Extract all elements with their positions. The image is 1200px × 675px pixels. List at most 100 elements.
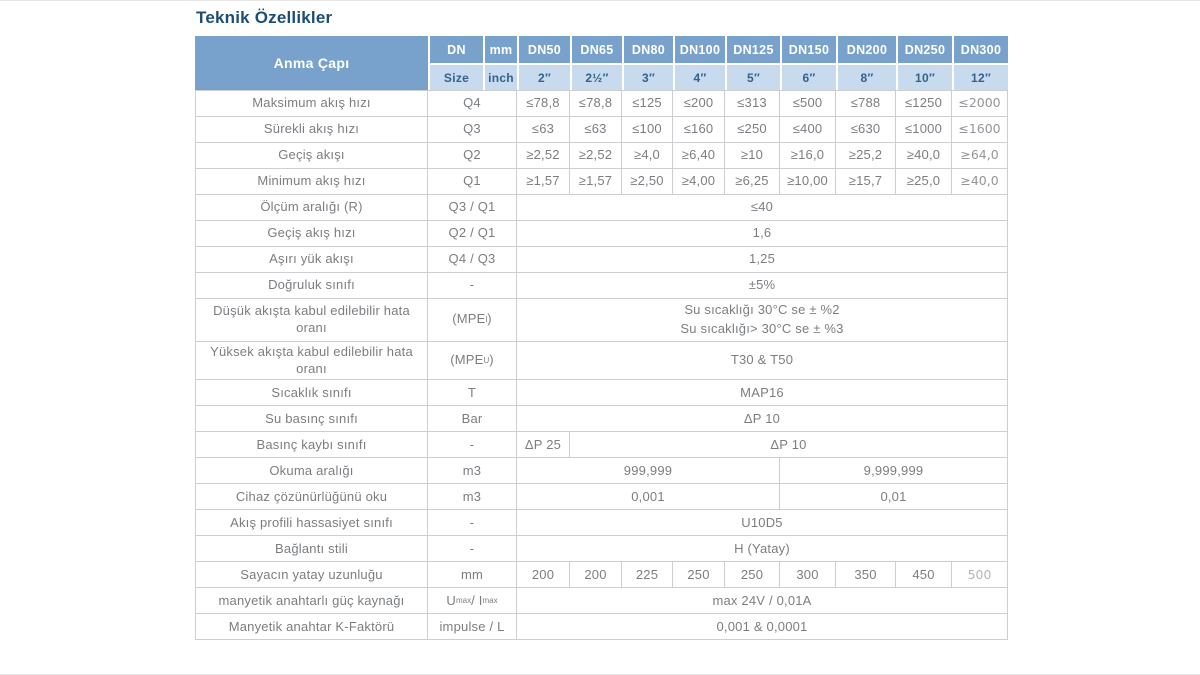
value-cell: ≥16,0 (780, 142, 836, 168)
value-cell: ±5% (517, 272, 1008, 298)
value-cell: ≤1000 (896, 116, 952, 142)
row-label: Su basınç sınıfı (195, 405, 428, 432)
page-content: Teknik Özellikler Anma Çapı DN mm DN50 DN65 D… (195, 8, 1010, 641)
row-symbol: mm (428, 561, 517, 588)
inch-header-2: 2½″ (570, 63, 622, 90)
row-label: Sürekli akış hızı (195, 116, 428, 142)
value-cell: ≥6,40 (673, 142, 725, 168)
value-cell: ≤1250 (896, 90, 952, 116)
row-symbol: Bar (428, 405, 517, 432)
row-label: Akış profili hassasiyet sınıfı (195, 509, 428, 536)
row-label: Geçiş akış hızı (195, 220, 428, 246)
inch-header-1: 2″ (517, 63, 570, 90)
value-cell: ≤788 (836, 90, 896, 116)
value-cell: ≥15,7 (836, 168, 896, 194)
spec-table: Anma Çapı DN mm DN50 DN65 DN80 DN100 DN125 DN150… (195, 36, 1008, 641)
value-cell: ≥4,00 (673, 168, 725, 194)
row-symbol: impulse / L (428, 613, 517, 640)
row-label: Aşırı yük akışı (195, 246, 428, 272)
row-label: Yüksek akışta kabul edilebilir hata oran… (195, 340, 428, 380)
value-cell: 999,999 (517, 457, 780, 484)
value-cell: ≤78,8 (517, 90, 570, 116)
value-cell: ΔP 10 (517, 405, 1008, 432)
value-cell: 1,6 (517, 220, 1008, 246)
value-cell: ≥1,57 (570, 168, 622, 194)
value-cell: ≤1600 (952, 116, 1008, 142)
unit-header-size: Size (428, 63, 483, 90)
value-cell: 225 (622, 561, 673, 588)
anma-capi-header: Anma Çapı (195, 36, 428, 90)
row-symbol: - (428, 509, 517, 536)
row-symbol: Q1 (428, 168, 517, 194)
row-symbol: Q3 (428, 116, 517, 142)
value-cell: 500 (952, 561, 1008, 588)
row-label: Okuma aralığı (195, 457, 428, 484)
value-cell: ≥2,52 (570, 142, 622, 168)
unit-header-inch: inch (483, 63, 517, 90)
table-bottom-border (195, 639, 1008, 641)
value-cell: ≥10 (725, 142, 780, 168)
value-cell: ≤250 (725, 116, 780, 142)
value-cell: ≥10,00 (780, 168, 836, 194)
value-cell: 250 (673, 561, 725, 588)
column-header-dn300: DN300 (952, 36, 1008, 63)
row-symbol: (MPE U) (428, 340, 517, 380)
row-label: Bağlantı stili (195, 535, 428, 562)
value-cell: ΔP 10 (570, 431, 1008, 458)
row-symbol: m3 (428, 457, 517, 484)
inch-header-7: 8″ (836, 63, 896, 90)
value-cell: 0,001 & 0,0001 (517, 613, 1008, 640)
row-label: Manyetik anahtar K-Faktörü (195, 613, 428, 640)
row-label: manyetik anahtarlı güç kaynağı (195, 587, 428, 614)
column-header-dn125: DN125 (725, 36, 780, 63)
column-header-dn100: DN100 (673, 36, 725, 63)
row-label: Geçiş akışı (195, 142, 428, 168)
inch-header-4: 4″ (673, 63, 725, 90)
value-cell: 200 (570, 561, 622, 588)
value-cell: 350 (836, 561, 896, 588)
row-symbol: Q3 / Q1 (428, 194, 517, 220)
value-cell: ≥4,0 (622, 142, 673, 168)
value-cell: ≤2000 (952, 90, 1008, 116)
row-label: Cihaz çözünürlüğünü oku (195, 483, 428, 510)
inch-header-6: 6″ (780, 63, 836, 90)
value-cell: ≤160 (673, 116, 725, 142)
value-cell: ≥25,2 (836, 142, 896, 168)
value-cell: ≤100 (622, 116, 673, 142)
column-header-dn200: DN200 (836, 36, 896, 63)
row-symbol: T (428, 379, 517, 406)
value-cell: ≥6,25 (725, 168, 780, 194)
column-header-dn50: DN50 (517, 36, 570, 63)
value-cell: 0,001 (517, 483, 780, 510)
value-cell: ≤125 (622, 90, 673, 116)
row-label: Düşük akışta kabul edilebilir hata oranı (195, 298, 428, 341)
column-header-dn65: DN65 (570, 36, 622, 63)
value-cell: ≤63 (517, 116, 570, 142)
value-cell: 450 (896, 561, 952, 588)
value-cell: ≤40 (517, 194, 1008, 220)
row-symbol: - (428, 272, 517, 298)
value-cell: ≤313 (725, 90, 780, 116)
value-cell: 9,999,999 (780, 457, 1008, 484)
value-cell: 250 (725, 561, 780, 588)
unit-header-mm: mm (483, 36, 517, 63)
value-cell: ≤78,8 (570, 90, 622, 116)
row-label: Minimum akış hızı (195, 168, 428, 194)
value-cell: T30 & T50 (517, 340, 1008, 380)
value-cell: ≤630 (836, 116, 896, 142)
row-symbol: - (428, 535, 517, 562)
value-cell: ≥40,0 (896, 142, 952, 168)
row-label: Ölçüm aralığı (R) (195, 194, 428, 220)
inch-header-5: 5″ (725, 63, 780, 90)
row-symbol: - (428, 431, 517, 458)
value-cell: ≥2,52 (517, 142, 570, 168)
value-cell: ≤200 (673, 90, 725, 116)
value-cell: ≥1,57 (517, 168, 570, 194)
value-cell: ≥40,0 (952, 168, 1008, 194)
value-cell: ≤500 (780, 90, 836, 116)
page-title: Teknik Özellikler (196, 8, 333, 27)
value-cell: 0,01 (780, 483, 1008, 510)
column-header-dn150: DN150 (780, 36, 836, 63)
row-symbol: (MPE l) (428, 298, 517, 341)
